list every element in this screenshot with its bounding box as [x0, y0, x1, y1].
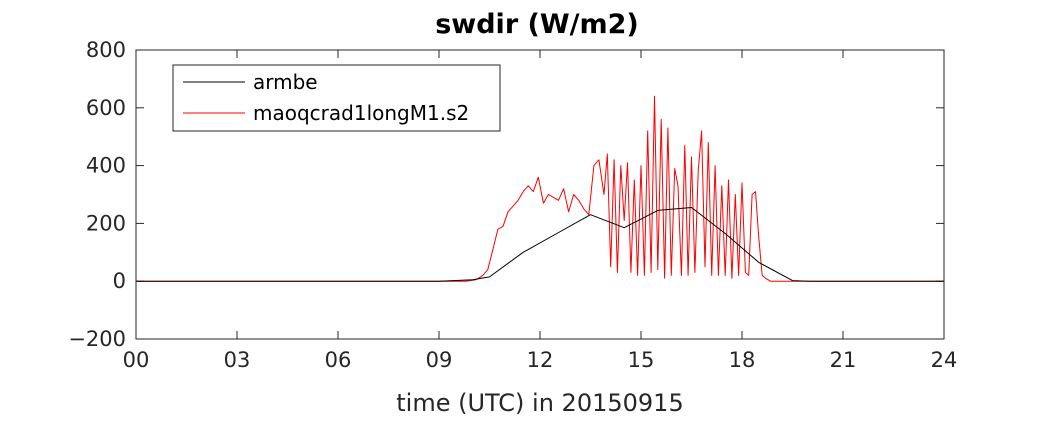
ticks-layer: 00 03 06 09 12 15 18 21 24 −200 0 200 400 600 800: [68, 38, 957, 372]
plot-frame: [135, 49, 945, 340]
chart-title: swdir (W/m2): [435, 9, 639, 40]
x-tick-label: 06: [325, 348, 352, 372]
y-tick-label: 200: [86, 211, 126, 235]
series-line-maoqcrad1longm1-s2: [136, 95, 944, 282]
y-tick-label: −200: [68, 327, 126, 351]
x-tick-label: 12: [527, 348, 554, 372]
y-tick-label: 400: [86, 154, 126, 178]
legend-label: maoqcrad1longM1.s2: [253, 101, 469, 125]
x-tick-label: 15: [628, 348, 655, 372]
x-tick-label: 24: [931, 348, 958, 372]
series-line-armbe: [136, 207, 944, 282]
x-tick-label: 09: [426, 348, 453, 372]
x-tick-label: 21: [830, 348, 857, 372]
x-tick-label: 00: [123, 348, 150, 372]
y-tick-label: 800: [86, 38, 126, 62]
y-tick-label: 600: [86, 96, 126, 120]
y-tick-label: 0: [113, 269, 126, 293]
x-axis-label: time (UTC) in 20150915: [396, 389, 683, 417]
legend-label: armbe: [253, 70, 318, 94]
x-tick-label: 18: [729, 348, 756, 372]
x-tick-label: 03: [224, 348, 251, 372]
legend: armbe maoqcrad1longM1.s2: [172, 64, 501, 132]
legend-box: [172, 64, 501, 132]
series-layer: [136, 95, 944, 282]
